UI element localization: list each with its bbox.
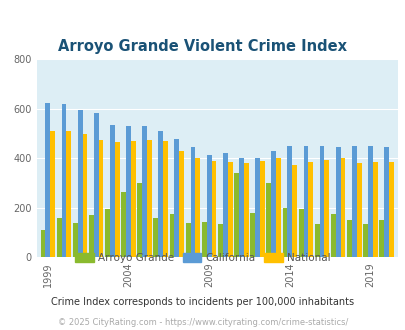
- Bar: [372, 162, 377, 257]
- Bar: [158, 131, 163, 257]
- Bar: [62, 104, 66, 257]
- Bar: [282, 208, 287, 257]
- Bar: [324, 160, 328, 257]
- Bar: [319, 146, 324, 257]
- Bar: [72, 223, 77, 257]
- Bar: [121, 192, 126, 257]
- Bar: [217, 224, 222, 257]
- Bar: [115, 142, 119, 257]
- Bar: [275, 158, 280, 257]
- Text: © 2025 CityRating.com - https://www.cityrating.com/crime-statistics/: © 2025 CityRating.com - https://www.city…: [58, 318, 347, 327]
- Bar: [211, 161, 216, 257]
- Bar: [287, 146, 292, 257]
- Bar: [201, 221, 206, 257]
- Bar: [174, 139, 179, 257]
- Bar: [163, 141, 168, 257]
- Bar: [126, 126, 130, 257]
- Bar: [82, 134, 87, 257]
- Bar: [50, 131, 55, 257]
- Bar: [314, 224, 319, 257]
- Bar: [378, 220, 383, 257]
- Bar: [190, 147, 195, 257]
- Bar: [249, 213, 254, 257]
- Text: Crime Index corresponds to incidents per 100,000 inhabitants: Crime Index corresponds to incidents per…: [51, 297, 354, 307]
- Bar: [266, 183, 271, 257]
- Bar: [40, 230, 45, 257]
- Bar: [367, 146, 372, 257]
- Bar: [254, 158, 259, 257]
- Bar: [66, 131, 71, 257]
- Bar: [227, 162, 232, 257]
- Bar: [195, 158, 200, 257]
- Bar: [303, 146, 307, 257]
- Bar: [234, 173, 239, 257]
- Legend: Arroyo Grande, California, National: Arroyo Grande, California, National: [71, 249, 334, 267]
- Bar: [330, 214, 335, 257]
- Bar: [351, 146, 356, 257]
- Bar: [388, 162, 393, 257]
- Bar: [137, 183, 142, 257]
- Bar: [185, 223, 190, 257]
- Bar: [45, 103, 50, 257]
- Bar: [179, 151, 184, 257]
- Bar: [298, 209, 303, 257]
- Bar: [259, 161, 264, 257]
- Bar: [206, 155, 211, 257]
- Bar: [222, 153, 227, 257]
- Bar: [239, 158, 243, 257]
- Bar: [110, 125, 115, 257]
- Bar: [307, 162, 312, 257]
- Bar: [271, 151, 275, 257]
- Bar: [292, 165, 296, 257]
- Bar: [356, 163, 361, 257]
- Bar: [340, 158, 345, 257]
- Bar: [130, 141, 135, 257]
- Bar: [153, 218, 158, 257]
- Bar: [147, 140, 151, 257]
- Bar: [383, 147, 388, 257]
- Bar: [142, 126, 147, 257]
- Bar: [243, 163, 248, 257]
- Bar: [77, 110, 82, 257]
- Bar: [362, 224, 367, 257]
- Bar: [169, 214, 174, 257]
- Bar: [89, 215, 94, 257]
- Bar: [98, 140, 103, 257]
- Bar: [335, 147, 340, 257]
- Text: Arroyo Grande Violent Crime Index: Arroyo Grande Violent Crime Index: [58, 39, 347, 54]
- Bar: [346, 220, 351, 257]
- Bar: [105, 209, 110, 257]
- Bar: [94, 113, 98, 257]
- Bar: [57, 218, 62, 257]
